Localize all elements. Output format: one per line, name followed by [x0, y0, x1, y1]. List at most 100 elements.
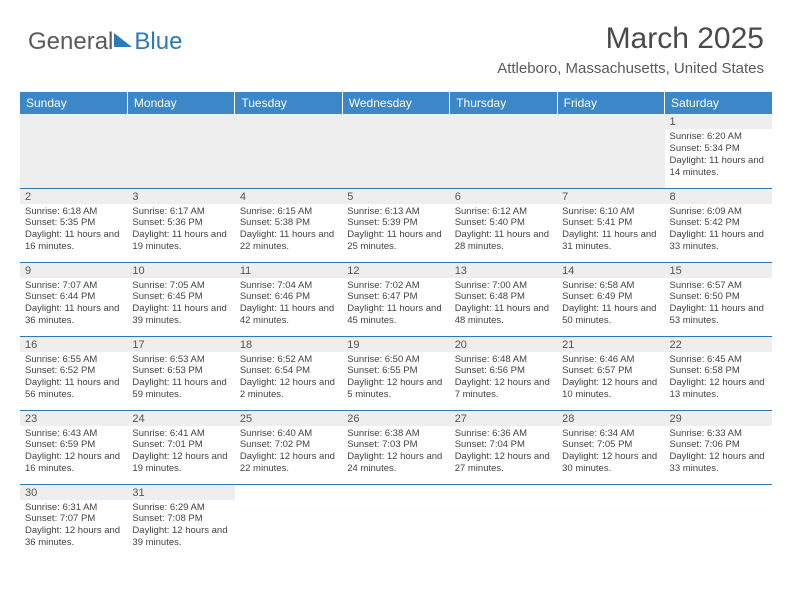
day-number: 1 [665, 114, 772, 129]
day-details: Sunrise: 6:48 AMSunset: 6:56 PMDaylight:… [455, 354, 552, 402]
day-number: 15 [665, 263, 772, 278]
empty-cell [450, 484, 557, 558]
day-details: Sunrise: 6:46 AMSunset: 6:57 PMDaylight:… [562, 354, 659, 402]
day-details: Sunrise: 6:57 AMSunset: 6:50 PMDaylight:… [670, 280, 767, 328]
calendar-row: 23 Sunrise: 6:43 AMSunset: 6:59 PMDayligh… [20, 410, 772, 484]
day-details: Sunrise: 6:18 AMSunset: 5:35 PMDaylight:… [25, 206, 122, 254]
day-details: Sunrise: 6:41 AMSunset: 7:01 PMDaylight:… [132, 428, 229, 476]
day-cell: 28 Sunrise: 6:34 AMSunset: 7:05 PMDayligh… [557, 410, 664, 484]
day-cell: 12Sunrise: 7:02 AMSunset: 6:47 PMDayligh… [342, 262, 449, 336]
day-number: 31 [127, 485, 234, 500]
day-number: 9 [20, 263, 127, 278]
day-number: 24 [127, 411, 234, 426]
day-details: Sunrise: 6:50 AMSunset: 6:55 PMDaylight:… [347, 354, 444, 402]
day-details: Sunrise: 6:55 AMSunset: 6:52 PMDaylight:… [25, 354, 122, 402]
day-cell: 22 Sunrise: 6:45 AMSunset: 6:58 PMDayligh… [665, 336, 772, 410]
empty-cell [557, 484, 664, 558]
day-cell: 11 Sunrise: 7:04 AMSunset: 6:46 PMDayligh… [235, 262, 342, 336]
day-details: Sunrise: 6:43 AMSunset: 6:59 PMDaylight:… [25, 428, 122, 476]
day-header: Tuesday [235, 92, 342, 114]
day-cell: 15 Sunrise: 6:57 AMSunset: 6:50 PMDayligh… [665, 262, 772, 336]
day-number: 12 [342, 263, 449, 278]
day-cell: 18Sunrise: 6:52 AMSunset: 6:54 PMDayligh… [235, 336, 342, 410]
empty-cell [20, 114, 127, 188]
day-details: Sunrise: 7:05 AMSunset: 6:45 PMDaylight:… [132, 280, 229, 328]
empty-cell [665, 484, 772, 558]
day-number: 28 [557, 411, 664, 426]
day-number: 26 [342, 411, 449, 426]
day-details: Sunrise: 6:33 AMSunset: 7:06 PMDaylight:… [670, 428, 767, 476]
day-cell: 10 Sunrise: 7:05 AMSunset: 6:45 PMDayligh… [127, 262, 234, 336]
day-number: 21 [557, 337, 664, 352]
logo: General Blue [28, 28, 182, 56]
calendar-row: 1 Sunrise: 6:20 AMSunset: 5:34 PMDaylight… [20, 114, 772, 188]
day-cell: 5Sunrise: 6:13 AMSunset: 5:39 PMDaylight… [342, 188, 449, 262]
day-details: Sunrise: 7:04 AMSunset: 6:46 PMDaylight:… [240, 280, 337, 328]
day-cell: 17Sunrise: 6:53 AMSunset: 6:53 PMDayligh… [127, 336, 234, 410]
day-number: 4 [235, 189, 342, 204]
day-number: 3 [127, 189, 234, 204]
day-number: 8 [665, 189, 772, 204]
empty-cell [342, 114, 449, 188]
day-details: Sunrise: 6:53 AMSunset: 6:53 PMDaylight:… [132, 354, 229, 402]
calendar-row: 9 Sunrise: 7:07 AMSunset: 6:44 PMDaylight… [20, 262, 772, 336]
day-number: 13 [450, 263, 557, 278]
day-header: Monday [127, 92, 234, 114]
day-header: Thursday [450, 92, 557, 114]
day-number: 20 [450, 337, 557, 352]
day-number: 22 [665, 337, 772, 352]
day-cell: 1 Sunrise: 6:20 AMSunset: 5:34 PMDaylight… [665, 114, 772, 188]
day-cell: 20 Sunrise: 6:48 AMSunset: 6:56 PMDayligh… [450, 336, 557, 410]
day-header: Friday [557, 92, 664, 114]
day-header: Saturday [665, 92, 772, 114]
day-details: Sunrise: 7:00 AMSunset: 6:48 PMDaylight:… [455, 280, 552, 328]
header-block: March 2025 Attleboro, Massachusetts, Uni… [497, 22, 764, 77]
month-title: March 2025 [497, 22, 764, 56]
day-cell: 29Sunrise: 6:33 AMSunset: 7:06 PMDayligh… [665, 410, 772, 484]
day-number: 11 [235, 263, 342, 278]
logo-text-blue: Blue [134, 28, 182, 56]
day-details: Sunrise: 6:52 AMSunset: 6:54 PMDaylight:… [240, 354, 337, 402]
empty-cell [127, 114, 234, 188]
day-details: Sunrise: 6:38 AMSunset: 7:03 PMDaylight:… [347, 428, 444, 476]
day-details: Sunrise: 6:58 AMSunset: 6:49 PMDaylight:… [562, 280, 659, 328]
day-details: Sunrise: 6:40 AMSunset: 7:02 PMDaylight:… [240, 428, 337, 476]
day-details: Sunrise: 7:07 AMSunset: 6:44 PMDaylight:… [25, 280, 122, 328]
location-text: Attleboro, Massachusetts, United States [497, 60, 764, 77]
day-cell: 16 Sunrise: 6:55 AMSunset: 6:52 PMDayligh… [20, 336, 127, 410]
day-number: 27 [450, 411, 557, 426]
day-cell: 6Sunrise: 6:12 AMSunset: 5:40 PMDaylight… [450, 188, 557, 262]
day-number: 25 [235, 411, 342, 426]
empty-cell [557, 114, 664, 188]
day-cell: 14 Sunrise: 6:58 AMSunset: 6:49 PMDayligh… [557, 262, 664, 336]
calendar-body: 1 Sunrise: 6:20 AMSunset: 5:34 PMDaylight… [20, 114, 772, 558]
day-details: Sunrise: 6:15 AMSunset: 5:38 PMDaylight:… [240, 206, 337, 254]
day-cell: 31Sunrise: 6:29 AMSunset: 7:08 PMDayligh… [127, 484, 234, 558]
empty-cell [342, 484, 449, 558]
day-cell: 24 Sunrise: 6:41 AMSunset: 7:01 PMDayligh… [127, 410, 234, 484]
day-number: 10 [127, 263, 234, 278]
day-number: 16 [20, 337, 127, 352]
day-details: Sunrise: 6:34 AMSunset: 7:05 PMDaylight:… [562, 428, 659, 476]
day-details: Sunrise: 6:20 AMSunset: 5:34 PMDaylight:… [670, 131, 767, 179]
day-details: Sunrise: 6:36 AMSunset: 7:04 PMDaylight:… [455, 428, 552, 476]
empty-cell [450, 114, 557, 188]
empty-cell [235, 114, 342, 188]
day-number: 23 [20, 411, 127, 426]
calendar-row: 30Sunrise: 6:31 AMSunset: 7:07 PMDayligh… [20, 484, 772, 558]
day-cell: 4 Sunrise: 6:15 AMSunset: 5:38 PMDaylight… [235, 188, 342, 262]
day-cell: 13 Sunrise: 7:00 AMSunset: 6:48 PMDayligh… [450, 262, 557, 336]
day-cell: 26 Sunrise: 6:38 AMSunset: 7:03 PMDayligh… [342, 410, 449, 484]
day-number: 14 [557, 263, 664, 278]
calendar-row: 16 Sunrise: 6:55 AMSunset: 6:52 PMDayligh… [20, 336, 772, 410]
day-details: Sunrise: 6:17 AMSunset: 5:36 PMDaylight:… [132, 206, 229, 254]
day-cell: 2 Sunrise: 6:18 AMSunset: 5:35 PMDaylight… [20, 188, 127, 262]
day-details: Sunrise: 6:45 AMSunset: 6:58 PMDaylight:… [670, 354, 767, 402]
day-header: Sunday [20, 92, 127, 114]
day-cell: 27 Sunrise: 6:36 AMSunset: 7:04 PMDayligh… [450, 410, 557, 484]
calendar-row: 2 Sunrise: 6:18 AMSunset: 5:35 PMDaylight… [20, 188, 772, 262]
day-number: 30 [20, 485, 127, 500]
day-cell: 9 Sunrise: 7:07 AMSunset: 6:44 PMDaylight… [20, 262, 127, 336]
logo-text-general: General [28, 28, 113, 56]
day-number: 2 [20, 189, 127, 204]
